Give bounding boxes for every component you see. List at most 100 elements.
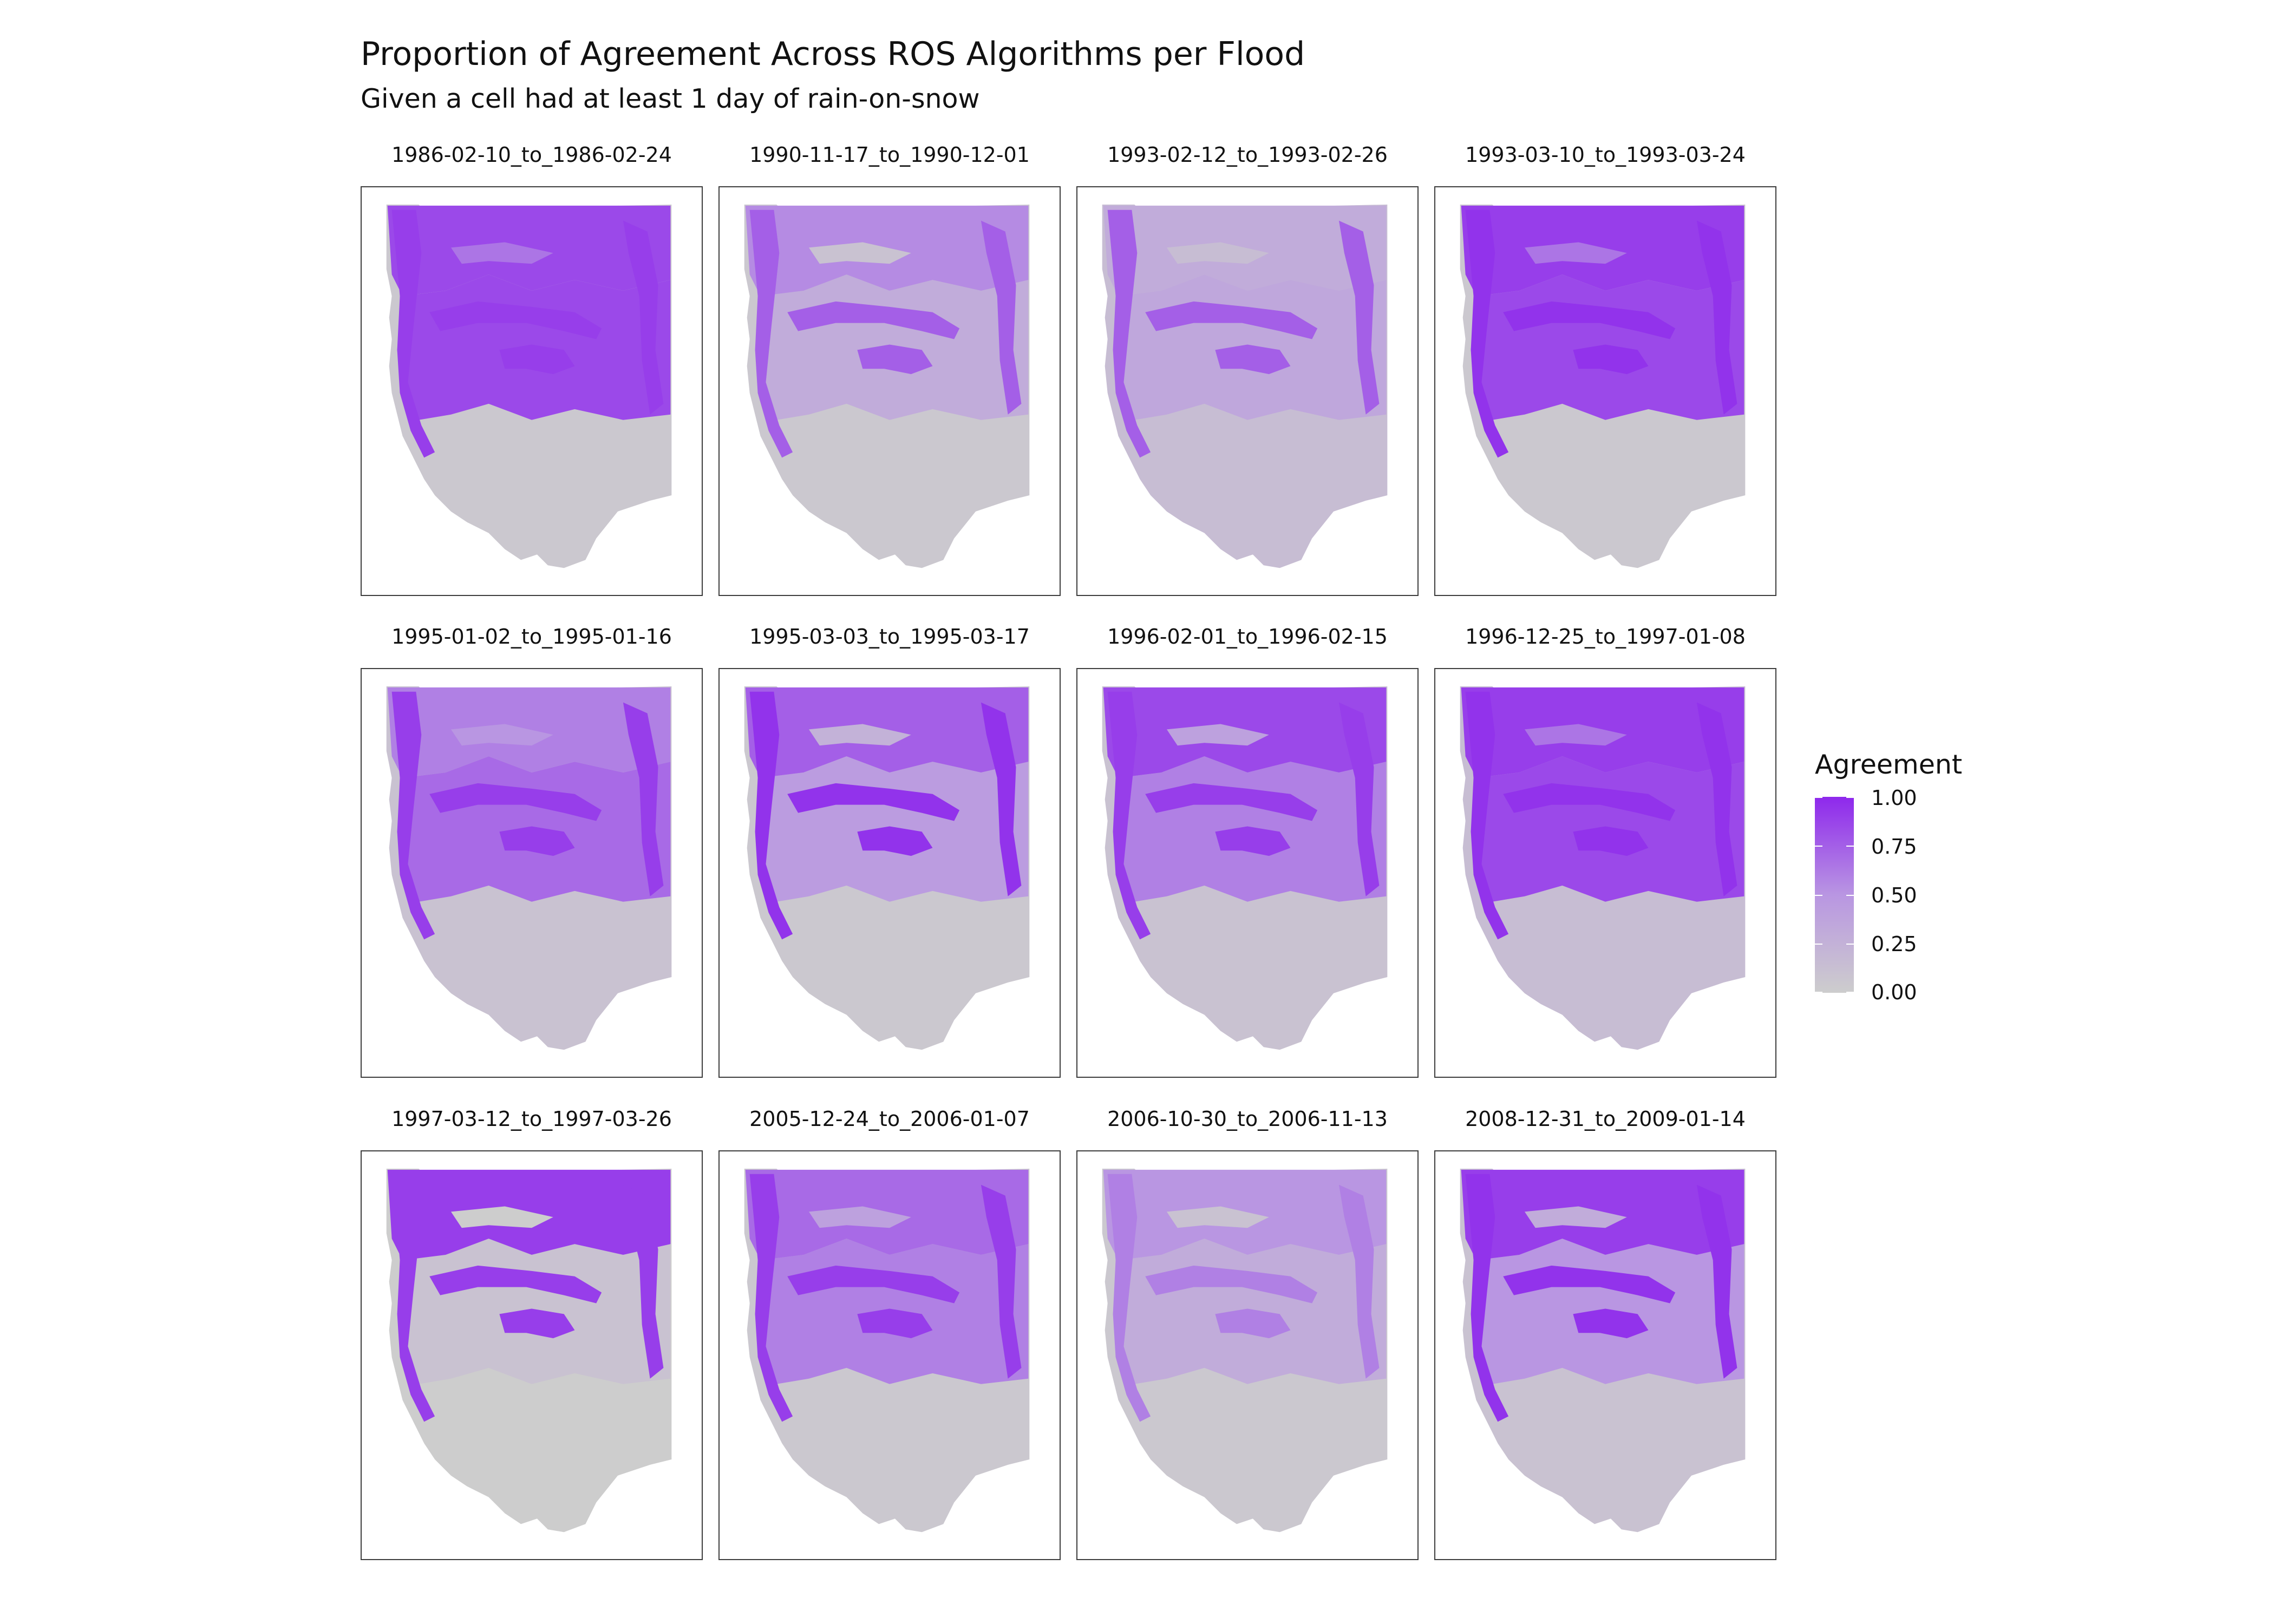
- map-panel: [1434, 186, 1776, 596]
- legend-tickmark: [1846, 797, 1854, 798]
- map-panel: [361, 186, 703, 596]
- mountain-range-region: [1145, 1265, 1318, 1304]
- facet-strip-label: 1997-03-12_to_1997-03-26: [391, 1107, 672, 1131]
- legend-tickmark: [1815, 944, 1822, 945]
- map-panel: [718, 1150, 1061, 1560]
- mountain-range-region: [499, 344, 575, 375]
- mountain-range-region: [1215, 1308, 1291, 1339]
- legend-tickmark: [1846, 992, 1854, 993]
- legend-tickmark: [1815, 797, 1822, 798]
- facet-strip-label: 1993-03-10_to_1993-03-24: [1465, 143, 1746, 167]
- mountain-range-region: [857, 1308, 933, 1339]
- map-panel: [361, 668, 703, 1078]
- mountain-range-region: [1503, 301, 1676, 339]
- mountain-range-region: [1145, 301, 1318, 339]
- legend-tick-label: 0.50: [1871, 883, 1917, 907]
- legend-tick-label: 0.00: [1871, 980, 1917, 1004]
- mountain-range-region: [787, 783, 960, 821]
- mountain-range-region: [499, 826, 575, 856]
- map-panel: [1076, 668, 1419, 1078]
- facet-strip-label: 1993-02-12_to_1993-02-26: [1107, 143, 1388, 167]
- mountain-range-region: [499, 1308, 575, 1339]
- mountain-range-region: [749, 691, 793, 940]
- mountain-range-region: [429, 301, 602, 339]
- mountain-range-region: [981, 1184, 1022, 1379]
- facet-strip-label: 2008-12-31_to_2009-01-14: [1465, 1107, 1746, 1131]
- mountain-range-region: [981, 702, 1022, 896]
- mountain-range-region: [749, 209, 793, 458]
- agreement-map: [1460, 1168, 1746, 1533]
- mountain-range-region: [749, 1174, 793, 1422]
- agreement-map: [1102, 1168, 1388, 1533]
- mountain-range-region: [787, 301, 960, 339]
- mountain-range-region: [1465, 1174, 1509, 1422]
- mountain-range-region: [1696, 702, 1737, 896]
- mountain-range-region: [1215, 344, 1291, 375]
- legend-tick-label: 0.25: [1871, 932, 1917, 956]
- mountain-range-region: [1465, 209, 1509, 458]
- facet-strip-label: 1996-02-01_to_1996-02-15: [1107, 625, 1388, 649]
- mountain-range-region: [1573, 344, 1649, 375]
- legend-tickmark: [1815, 846, 1822, 847]
- mountain-range-region: [787, 1265, 960, 1304]
- agreement-map: [386, 1168, 672, 1533]
- mountain-range-region: [1338, 220, 1380, 415]
- mountain-range-region: [391, 1174, 435, 1422]
- mountain-range-region: [623, 220, 664, 415]
- map-panel: [718, 668, 1061, 1078]
- map-panel: [361, 1150, 703, 1560]
- agreement-map: [1460, 204, 1746, 568]
- legend-tickmark: [1815, 895, 1822, 896]
- mountain-range-region: [1573, 826, 1649, 856]
- legend-title: Agreement: [1815, 749, 1963, 780]
- agreement-map: [1102, 204, 1388, 568]
- legend: Agreement 1.00 0.75 0.50 0.25 0.00: [1815, 749, 1988, 1004]
- facet-strip-label: 1986-02-10_to_1986-02-24: [391, 143, 672, 167]
- map-panel: [1076, 186, 1419, 596]
- basin-detail-region: [1166, 1206, 1269, 1228]
- plot-title: Proportion of Agreement Across ROS Algor…: [361, 35, 1305, 73]
- mountain-range-region: [1465, 691, 1509, 940]
- mountain-range-region: [391, 209, 435, 458]
- agreement-map: [386, 204, 672, 568]
- legend-tick-label: 1.00: [1871, 786, 1917, 810]
- basin-detail-region: [1524, 724, 1627, 746]
- legend-tickmark: [1846, 944, 1854, 945]
- legend-tickmark: [1846, 846, 1854, 847]
- basin-detail-region: [808, 242, 911, 264]
- mountain-range-region: [1338, 1184, 1380, 1379]
- mountain-range-region: [1107, 1174, 1151, 1422]
- mountain-range-region: [1107, 691, 1151, 940]
- map-panel: [718, 186, 1061, 596]
- mountain-range-region: [1215, 826, 1291, 856]
- mountain-range-region: [391, 691, 435, 940]
- mountain-range-region: [1503, 1265, 1676, 1304]
- mountain-range-region: [1107, 209, 1151, 458]
- legend-tick-label: 0.75: [1871, 835, 1917, 859]
- mountain-range-region: [857, 344, 933, 375]
- mountain-range-region: [1696, 1184, 1737, 1379]
- facet-strip-label: 2006-10-30_to_2006-11-13: [1107, 1107, 1388, 1131]
- mountain-range-region: [623, 1184, 664, 1379]
- map-panel: [1434, 668, 1776, 1078]
- agreement-map: [744, 1168, 1030, 1533]
- mountain-range-region: [1573, 1308, 1649, 1339]
- agreement-map: [744, 686, 1030, 1050]
- basin-detail-region: [450, 242, 553, 264]
- facet-strip-label: 1995-03-03_to_1995-03-17: [749, 625, 1030, 649]
- plot-subtitle: Given a cell had at least 1 day of rain-…: [361, 83, 980, 114]
- basin-detail-region: [1524, 1206, 1627, 1228]
- mountain-range-region: [1145, 783, 1318, 821]
- basin-detail-region: [808, 724, 911, 746]
- basin-detail-region: [1166, 724, 1269, 746]
- agreement-map: [1460, 686, 1746, 1050]
- map-panel: [1076, 1150, 1419, 1560]
- agreement-map: [386, 686, 672, 1050]
- facet-strip-label: 2005-12-24_to_2006-01-07: [749, 1107, 1030, 1131]
- mountain-range-region: [1696, 220, 1737, 415]
- legend-tickmark: [1815, 992, 1822, 993]
- mountain-range-region: [1338, 702, 1380, 896]
- mountain-range-region: [429, 783, 602, 821]
- mountain-range-region: [429, 1265, 602, 1304]
